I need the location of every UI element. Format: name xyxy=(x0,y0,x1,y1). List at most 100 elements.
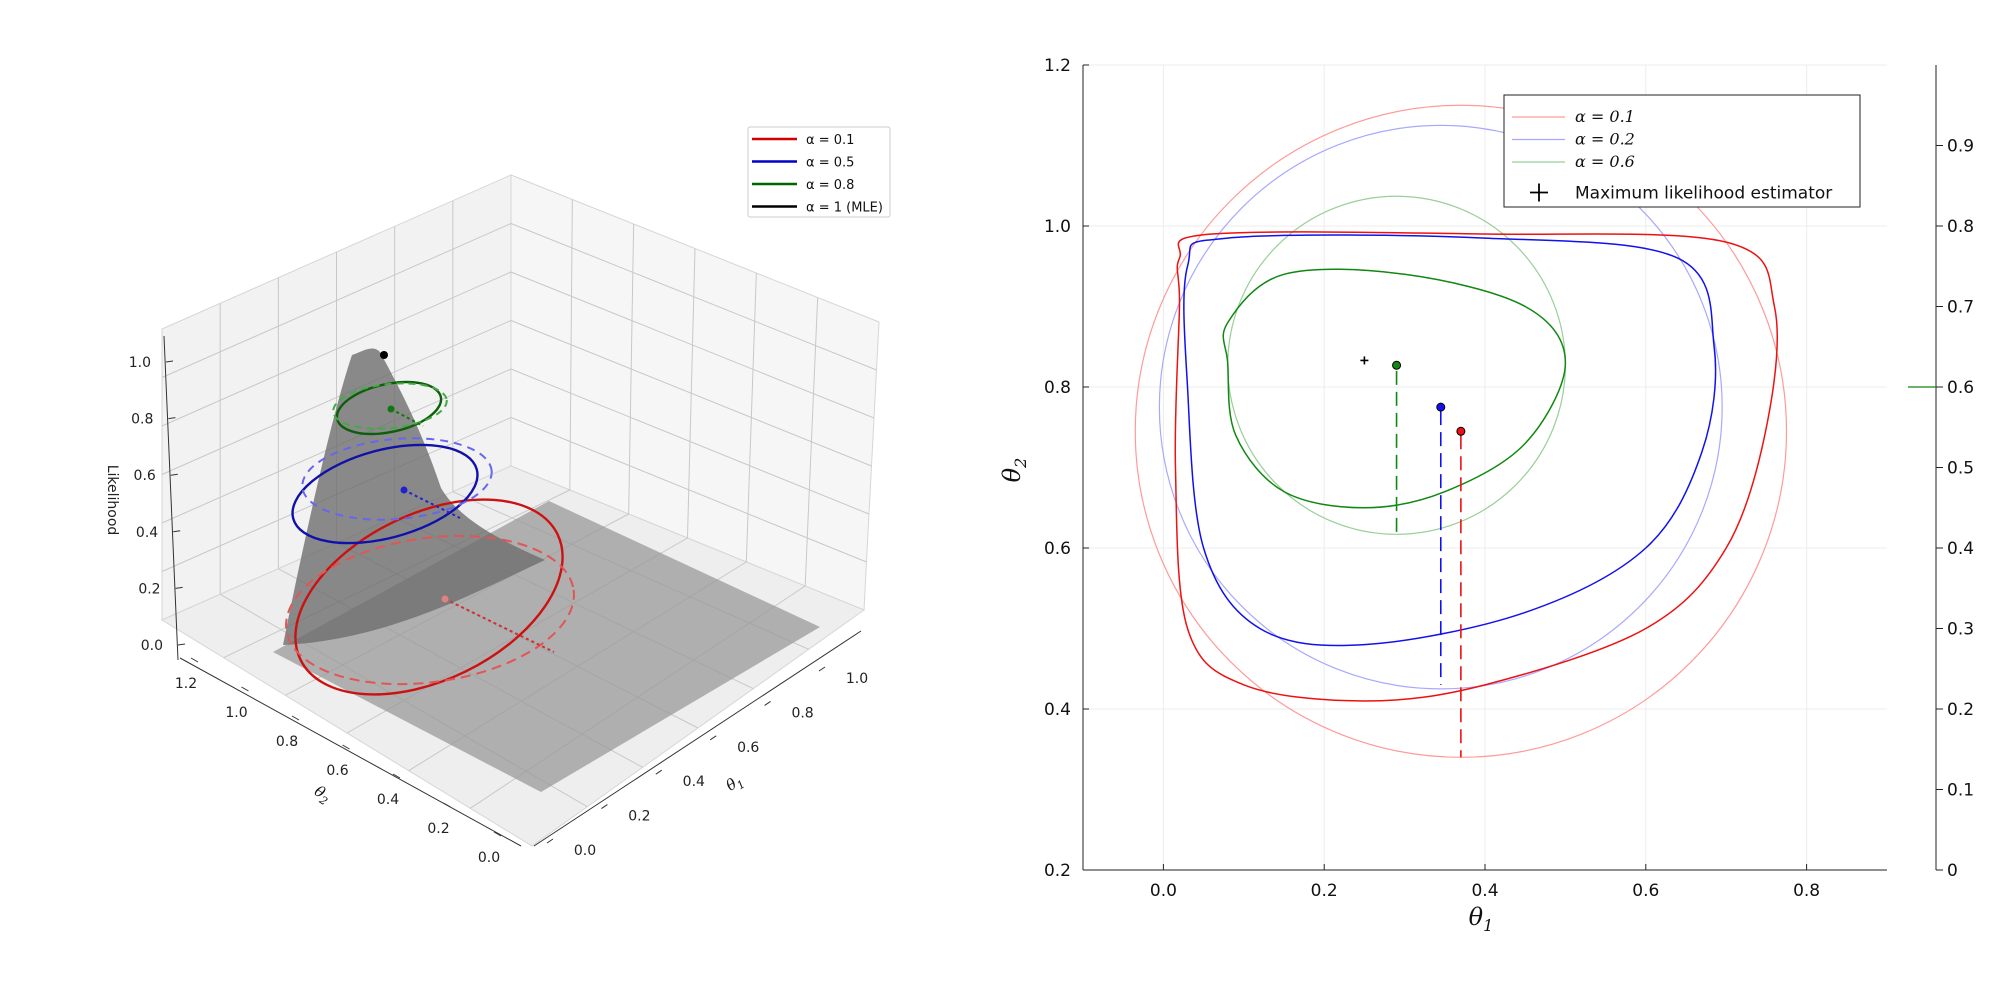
legend-3d-label: α = 1 (MLE) xyxy=(806,201,883,216)
y-tick-label: 0.6 xyxy=(1044,539,1071,559)
theta1-tick-label: 0.8 xyxy=(791,705,813,721)
right-tick-label: 0.3 xyxy=(1947,620,1974,640)
mle-point-3d xyxy=(380,351,388,359)
contour-dashed-0.8 xyxy=(332,382,448,430)
right-axis-ticks: 0 0.1 0.2 0.3 0.4 0.5 0.6 0.7 0.8 0.9 xyxy=(1936,137,1974,881)
z-axis-line xyxy=(163,335,179,661)
legend-3d-label: α = 0.8 xyxy=(806,178,854,193)
contour-alpha-0.1 xyxy=(285,498,575,696)
right-tick-label: 0.1 xyxy=(1947,781,1974,801)
z-tick-label: 0.0 xyxy=(141,638,163,654)
z-tick-mark xyxy=(165,360,174,363)
z-tick-label: 0.6 xyxy=(134,468,156,484)
panel-3d-surface: 0.0 0.2 0.4 0.6 0.8 1.0 Likelihood 1.2 1.0 0.8 0… xyxy=(104,126,891,866)
contour-solid-0.1 xyxy=(294,498,564,696)
z-tick-label: 1.0 xyxy=(129,355,151,371)
legend-2d-label: Maximum likelihood estimator xyxy=(1575,184,1832,204)
dropline-0.5 xyxy=(403,489,461,519)
z-tick-mark xyxy=(170,473,178,476)
legend-3d: α = 0.1 α = 0.5 α = 0.8 α = 1 (MLE) xyxy=(747,126,891,218)
theta2-tick-label: 0.8 xyxy=(276,734,298,750)
y-axis-ticks-2d: 0.2 0.4 0.6 0.8 1.0 1.2 xyxy=(1044,56,1089,881)
contour-alpha-0.5 xyxy=(291,437,493,545)
z-tick-mark xyxy=(168,417,176,420)
theta1-tick-label: 0.2 xyxy=(628,809,650,825)
legend-2d-label: α = 0.2 xyxy=(1575,130,1635,149)
theta2-tick-label: 0.6 xyxy=(326,763,348,779)
y-tick-label: 0.2 xyxy=(1044,861,1071,881)
legend-2d-rows: α = 0.1 α = 0.2 α = 0.6 Maximum likelihood … xyxy=(1512,107,1832,204)
legend-3d-box xyxy=(747,126,891,218)
y-tick-label: 1.2 xyxy=(1044,56,1071,76)
x-axis-ticks-2d: 0.0 0.2 0.4 0.6 0.8 xyxy=(1150,864,1820,901)
theta2-tick-label: 0.0 xyxy=(478,850,500,866)
theta2-tick-mark xyxy=(493,831,502,837)
x-tick-label: 0.6 xyxy=(1632,881,1659,901)
right-tick-label: 0.5 xyxy=(1947,459,1974,479)
theta2-axis-label-3d: θ2 xyxy=(309,782,334,808)
x-axis-line-3d xyxy=(533,630,862,847)
y-tick-label: 0.8 xyxy=(1044,378,1071,398)
legend-3d-label: α = 0.5 xyxy=(806,156,854,171)
legend-2d: α = 0.1 α = 0.2 α = 0.6 Maximum likelihood … xyxy=(1503,94,1861,208)
theta2-tick-mark xyxy=(342,744,350,750)
theta2-tick-mark xyxy=(190,657,199,663)
theta1-tick-mark xyxy=(655,769,663,775)
contour-dashed-0.5 xyxy=(301,437,493,521)
dropline-0.8 xyxy=(390,408,424,427)
estimate-point xyxy=(1456,426,1466,436)
theta2-tick-mark xyxy=(443,802,451,808)
theta2-tick-mark xyxy=(392,773,401,779)
y-tick-label: 0.4 xyxy=(1044,700,1071,720)
center-point-0.8 xyxy=(387,405,395,413)
theta1-tick-mark xyxy=(709,735,717,741)
right-tick-label: 0.9 xyxy=(1947,137,1974,157)
panel-2d-contour: 0.0 0.2 0.4 0.6 0.8 0.2 0.4 0.6 0.8 1.0 1.2 θ1 θ2… xyxy=(998,56,1974,935)
right-tick-label: 0.7 xyxy=(1947,298,1974,318)
theta2-tick-label: 1.0 xyxy=(225,705,247,721)
likelihood-region xyxy=(1183,234,1717,647)
right-tick-label: 0 xyxy=(1947,861,1958,881)
theta2-tick-label: 0.2 xyxy=(427,821,449,837)
theta2-tick-mark xyxy=(291,715,300,721)
contour-alpha-0.8 xyxy=(332,380,448,436)
center-point-0.5 xyxy=(400,486,408,494)
z-tick-label: 0.4 xyxy=(136,525,158,541)
x-tick-label: 0.8 xyxy=(1793,881,1820,901)
theta1-tick-mark xyxy=(546,838,554,844)
grid-line-3d xyxy=(804,297,819,587)
center-point-0.1 xyxy=(441,595,449,603)
dropline-0.1 xyxy=(444,598,555,653)
theta2-tick-mark xyxy=(241,686,249,692)
confidence-circle xyxy=(1158,124,1723,690)
y-tick-label: 1.0 xyxy=(1044,217,1071,237)
right-tick-label: 0.4 xyxy=(1947,539,1974,559)
theta1-axis-label-3d: θ1 xyxy=(723,771,748,797)
theta1-tick-label: 0.0 xyxy=(574,843,596,859)
y-axis-line-3d xyxy=(179,657,522,847)
legend-2d-box xyxy=(1503,94,1861,208)
grid-2d xyxy=(1083,64,1887,871)
legend-2d-label: α = 0.1 xyxy=(1575,107,1635,126)
contour-solid-0.5 xyxy=(291,443,479,545)
theta1-tick-mark xyxy=(601,804,608,810)
theta1-tick-mark xyxy=(818,666,826,672)
theta1-tick-mark xyxy=(764,700,771,706)
z-axis-label: Likelihood xyxy=(104,465,120,536)
legend-3d-rows: α = 0.1 α = 0.5 α = 0.8 α = 1 (MLE) xyxy=(752,133,883,216)
likelihood-region xyxy=(1222,268,1567,509)
theta1-axis-ticks: 0.0 0.2 0.4 0.6 0.8 1.0 xyxy=(546,666,868,859)
x-tick-label: 0.0 xyxy=(1150,881,1177,901)
estimate-point xyxy=(1436,402,1446,412)
theta1-tick-label: 1.0 xyxy=(846,671,868,687)
likelihood-region xyxy=(1174,231,1778,702)
right-tick-label: 0.6 xyxy=(1947,378,1974,398)
likelihood-surface xyxy=(283,348,545,645)
x-axis-label-2d: θ1 xyxy=(1469,903,1494,935)
theta2-tick-label: 1.2 xyxy=(175,676,197,692)
theta2-tick-label: 0.4 xyxy=(377,792,399,808)
x-tick-label: 0.2 xyxy=(1311,881,1338,901)
z-tick-label: 0.8 xyxy=(131,412,153,428)
z-tick-mark xyxy=(177,643,186,646)
